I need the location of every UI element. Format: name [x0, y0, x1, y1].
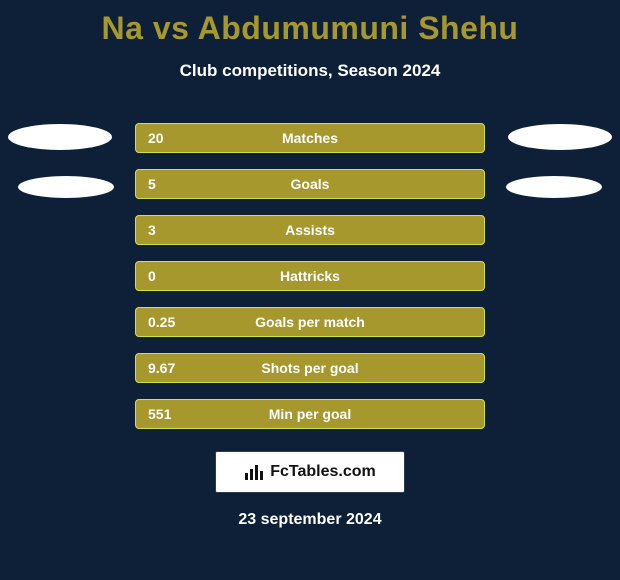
stat-row: 0 Hattricks	[135, 261, 485, 291]
stat-rows: 20 Matches 5 Goals 3 Assists 0 Hattricks…	[0, 123, 620, 429]
stat-value-left: 9.67	[148, 360, 175, 376]
stat-value-left: 5	[148, 176, 156, 192]
stat-value-left: 0.25	[148, 314, 175, 330]
stat-value-left: 0	[148, 268, 156, 284]
stat-row: 551 Min per goal	[135, 399, 485, 429]
player-left-marker-1	[8, 124, 112, 150]
stat-value-left: 3	[148, 222, 156, 238]
stat-label: Matches	[136, 130, 484, 146]
stat-value-left: 551	[148, 406, 171, 422]
stat-row: 5 Goals	[135, 169, 485, 199]
footer-logo-text: FcTables.com	[270, 463, 376, 481]
player-right-marker-2	[506, 176, 602, 198]
stat-value-left: 20	[148, 130, 164, 146]
page-subtitle: Club competitions, Season 2024	[0, 61, 620, 81]
footer-date: 23 september 2024	[0, 511, 620, 529]
stat-label: Hattricks	[136, 268, 484, 284]
stat-label: Assists	[136, 222, 484, 238]
stat-label: Shots per goal	[136, 360, 484, 376]
page-title: Na vs Abdumumuni Shehu	[0, 0, 620, 47]
player-right-marker-1	[508, 124, 612, 150]
bars-icon	[244, 463, 266, 481]
footer-logo: FcTables.com	[215, 451, 405, 493]
player-left-marker-2	[18, 176, 114, 198]
stat-row: 3 Assists	[135, 215, 485, 245]
stat-row: 0.25 Goals per match	[135, 307, 485, 337]
comparison-card: Na vs Abdumumuni Shehu Club competitions…	[0, 0, 620, 580]
stat-row: 20 Matches	[135, 123, 485, 153]
stat-label: Goals per match	[136, 314, 484, 330]
stat-label: Min per goal	[136, 406, 484, 422]
stat-label: Goals	[136, 176, 484, 192]
stat-row: 9.67 Shots per goal	[135, 353, 485, 383]
